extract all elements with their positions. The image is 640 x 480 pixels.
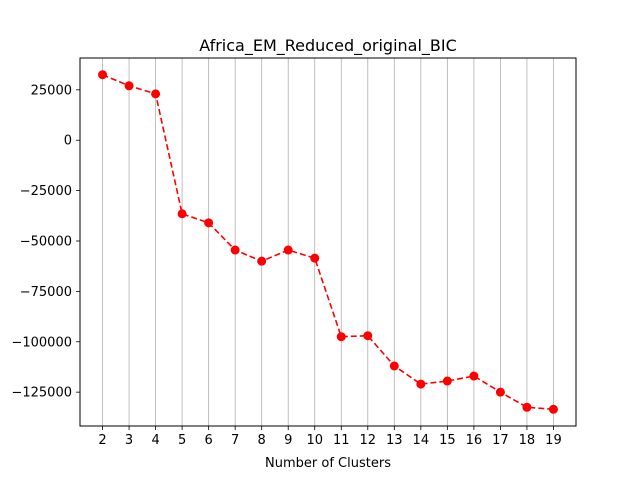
y-tick-label: −75000 (20, 285, 72, 300)
data-point (416, 379, 426, 389)
x-tick-label: 4 (151, 433, 159, 448)
x-axis-label: Number of Clusters (265, 456, 391, 471)
data-point (495, 387, 505, 397)
data-point (98, 70, 108, 80)
x-tick-label: 2 (98, 433, 106, 448)
x-tick-label: 17 (492, 433, 509, 448)
data-point (548, 404, 558, 414)
x-tick-label: 3 (125, 433, 133, 448)
series-line (102, 73, 554, 411)
x-tick-label: 15 (439, 433, 456, 448)
plot-frame (79, 57, 577, 427)
data-point (177, 209, 187, 219)
data-point (522, 402, 532, 412)
data-point (336, 332, 346, 342)
x-tick-label: 16 (466, 433, 483, 448)
x-tick-label: 14 (413, 433, 430, 448)
x-tick-label: 10 (306, 433, 323, 448)
y-tick-label: 25000 (31, 83, 72, 98)
data-point (151, 89, 161, 99)
axis-ticks: 2 3 4 5 6 7 8 9 10 11 12 13 14 15 16 17 18 19 25000 0 −25000… (11, 83, 561, 448)
data-point (469, 371, 479, 381)
x-tick-label: 12 (360, 433, 377, 448)
x-tick-label: 11 (333, 433, 350, 448)
data-point (230, 245, 240, 255)
x-tick-label: 8 (258, 433, 266, 448)
data-point (389, 361, 399, 371)
data-point (310, 253, 320, 263)
x-tick-label: 6 (205, 433, 213, 448)
data-point (442, 376, 452, 386)
x-tick-label: 18 (519, 433, 536, 448)
x-tick-label: 19 (545, 433, 562, 448)
x-tick-label: 7 (231, 433, 239, 448)
y-tick-label: 0 (64, 134, 72, 149)
series-layer (98, 70, 558, 414)
x-tick-label: 5 (178, 433, 186, 448)
grid-lines (102, 58, 554, 426)
x-tick-label: 13 (386, 433, 403, 448)
data-point (257, 256, 267, 266)
data-point (124, 81, 134, 91)
y-tick-label: −100000 (11, 335, 72, 350)
y-tick-label: −25000 (20, 184, 72, 199)
y-tick-label: −125000 (11, 386, 72, 401)
data-point (204, 218, 214, 228)
x-tick-label: 9 (284, 433, 292, 448)
data-point (363, 331, 373, 341)
chart-title: Africa_EM_Reduced_original_BIC (199, 36, 457, 56)
y-tick-label: −50000 (20, 234, 72, 249)
data-point (283, 245, 293, 255)
